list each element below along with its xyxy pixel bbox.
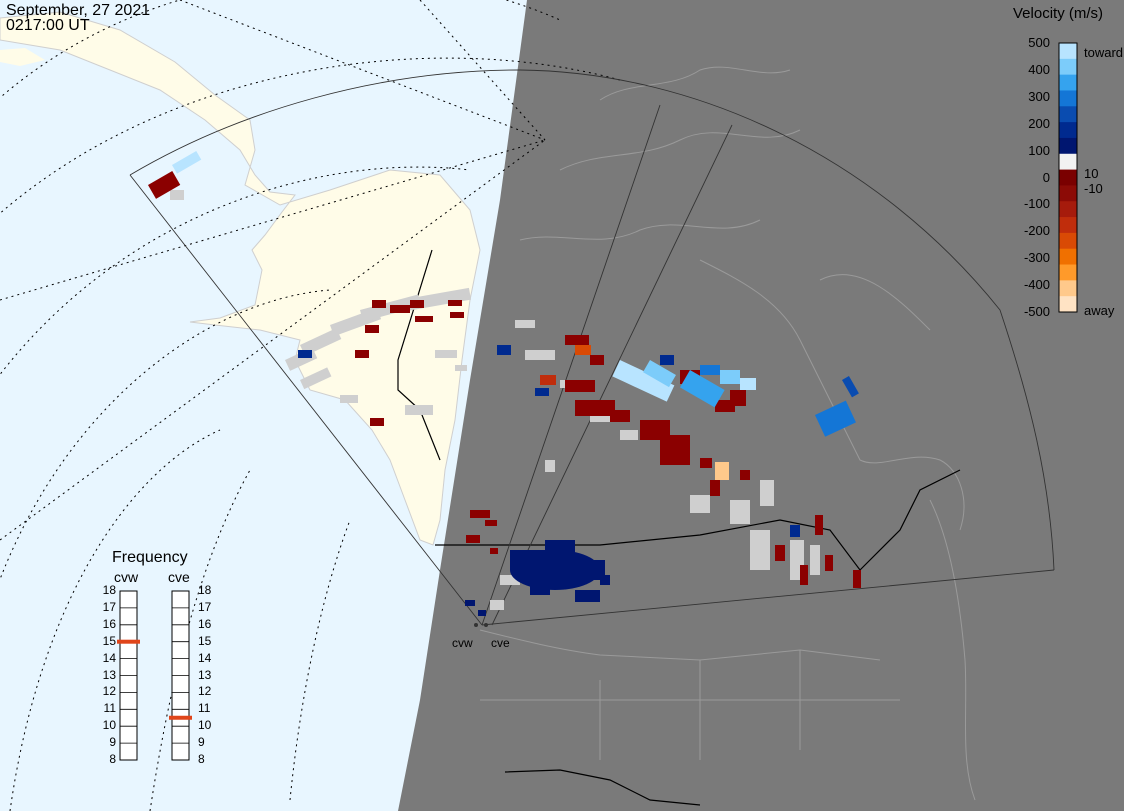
radar-label-cvw: cvw: [452, 636, 473, 650]
field-of-view: [129, 69, 1055, 626]
frequency-tick-left: 10: [102, 718, 116, 733]
frequency-tick-left: 17: [102, 599, 116, 614]
frequency-tick-right: 17: [198, 599, 212, 614]
frequency-marker-cve: [169, 715, 192, 720]
frequency-tick-left: 14: [102, 650, 116, 665]
colorbar-tick-label: -100: [1023, 196, 1050, 212]
frequency-tick-right: 14: [198, 650, 212, 665]
frequency-marker-cvw: [117, 639, 140, 644]
colorbar-tick-label: 200: [1028, 115, 1050, 131]
frequency-tick-right: 12: [198, 684, 212, 699]
colorbar-segment: [1059, 106, 1077, 123]
colorbar-segment: [1059, 185, 1077, 202]
velocity-away: [148, 171, 861, 588]
colorbar-segment: [1059, 296, 1077, 313]
frequency-tick-right: 16: [198, 616, 212, 631]
colorbar-tick-label: 400: [1028, 61, 1050, 77]
frequency-tick-right: 8: [198, 752, 205, 766]
frequency-tick-left: 12: [102, 684, 116, 699]
colorbar-segment: [1059, 43, 1077, 60]
radar-site-markers: [474, 623, 488, 627]
colorbar-segment: [1059, 280, 1077, 297]
colorbar-scale: [1058, 42, 1078, 313]
frequency-title: Frequency: [112, 549, 188, 566]
radar-site-cvw: [474, 623, 478, 627]
day-land: [0, 11, 481, 546]
frequency-head-cve: cve: [168, 569, 190, 585]
alaska-border: [397, 249, 441, 461]
colorbar-inner-neg: -10: [1084, 181, 1103, 196]
frequency-tick-right: 11: [198, 701, 211, 716]
mexico-border: [504, 769, 701, 806]
lat-lon-grid: [0, 0, 621, 811]
frequency-tick-left: 8: [109, 752, 116, 766]
frequency-tick-left: 13: [102, 667, 116, 682]
border-line: [435, 469, 961, 571]
colorbar-segment: [1059, 232, 1077, 250]
colorbar-away-label: away: [1084, 303, 1115, 318]
colorbar-toward-label: toward: [1084, 45, 1124, 60]
colorbar-title: Velocity (m/s): [1013, 5, 1104, 22]
frequency-tick-left: 18: [102, 583, 116, 597]
frequency-tick-left: 9: [109, 735, 116, 750]
velocity-away-fast: [540, 345, 729, 480]
colorbar-tick-label: 500: [1028, 35, 1050, 50]
velocity-toward-cluster: [465, 540, 610, 616]
frequency-head-cvw: cvw: [114, 569, 139, 585]
colorbar-frame: [1058, 42, 1078, 313]
frequency-tick-right: 10: [198, 718, 212, 733]
frequency-tick-left: 15: [102, 633, 116, 648]
colorbar-inner-pos: 10: [1084, 166, 1099, 181]
day-land-island: [0, 48, 45, 66]
colorbar-segment: [1059, 248, 1077, 266]
frequency-tick-right: 18: [198, 583, 212, 597]
colorbar-segment: [1059, 74, 1077, 91]
colorbar-tick-label: -300: [1023, 250, 1050, 266]
colorbar-tick-label: -200: [1023, 223, 1050, 239]
night-coastlines: [479, 66, 976, 801]
colorbar-segment: [1059, 264, 1077, 281]
night-region: [398, 0, 1124, 811]
radar-site-cve: [484, 623, 488, 627]
colorbar-segment: [1059, 153, 1077, 171]
date-label: September, 27 2021: [6, 2, 151, 19]
colorbar-segment: [1059, 90, 1077, 107]
colorbar-tick-label: -500: [1023, 304, 1050, 319]
colorbar-segment: [1059, 137, 1077, 155]
frequency-tick-left: 11: [103, 701, 116, 716]
colorbar-tick-label: 300: [1028, 88, 1050, 104]
time-label: 0217:00 UT: [6, 17, 90, 34]
frequency-tick-left: 16: [102, 616, 116, 631]
frequency-tick-right: 9: [198, 735, 205, 750]
velocity-toward: [172, 151, 859, 537]
frequency-tick-right: 13: [198, 667, 212, 682]
colorbar-segment: [1059, 201, 1077, 218]
colorbar-segment: [1059, 217, 1077, 234]
colorbar-tick-label: 100: [1028, 142, 1050, 158]
radar-label-cve: cve: [491, 636, 510, 650]
frequency-tick-right: 15: [198, 633, 212, 648]
colorbar-tick-label: -400: [1023, 277, 1050, 293]
colorbar-segment: [1059, 169, 1077, 186]
colorbar-segment: [1059, 122, 1077, 139]
colorbar-segment: [1059, 58, 1077, 76]
colorbar-tick-label: 0: [1042, 169, 1050, 185]
frequency-panels: [117, 590, 192, 761]
